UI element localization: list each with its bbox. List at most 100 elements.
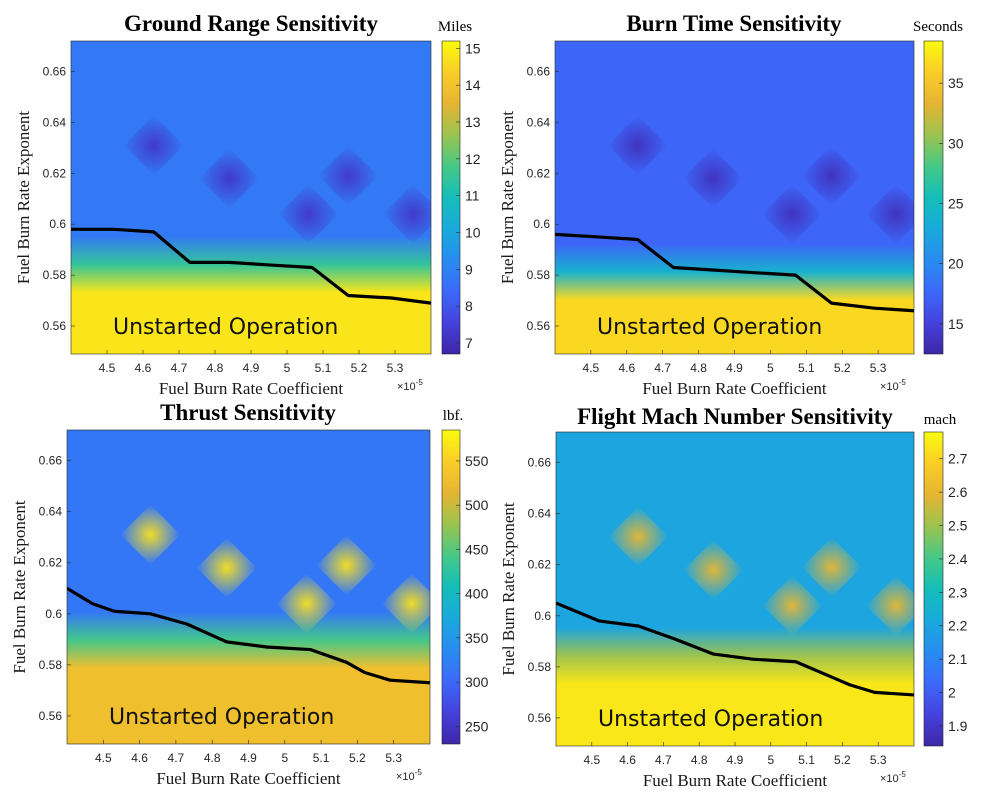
- x-tick-label: 5.3: [870, 753, 887, 767]
- x-tick-label: 4.8: [207, 361, 224, 375]
- x-exponent-base: ×10: [397, 381, 416, 393]
- unstart-boundary-line: [67, 586, 430, 685]
- colorbar-tick-label: 11: [465, 188, 480, 204]
- colorbar-tick-label: 2.3: [948, 584, 968, 600]
- colorbar-tick-label: 20: [948, 256, 964, 272]
- y-axis-label: Fuel Burn Rate Exponent: [499, 502, 518, 676]
- x-tick-label: 4.7: [171, 361, 188, 375]
- colorbar-tick-label: 550: [465, 453, 489, 469]
- y-tick-label: 0.56: [43, 319, 67, 333]
- colorbar-tick-label: 35: [948, 75, 964, 91]
- x-exponent-power: -5: [899, 770, 907, 779]
- heatmap-surface: [556, 432, 914, 746]
- colorbar-tick-label: 2.1: [948, 651, 968, 667]
- sensitivity-dip: [607, 115, 668, 176]
- sensitivity-dip: [801, 537, 862, 598]
- y-axis-label: Fuel Burn Rate Exponent: [498, 111, 517, 285]
- y-axis-label: Fuel Burn Rate Exponent: [14, 111, 33, 285]
- sensitivity-dip: [761, 184, 822, 245]
- sensitivity-dip: [276, 573, 337, 634]
- y-tick-label: 0.58: [43, 268, 67, 282]
- colorbar-tick-label: 15: [465, 40, 481, 56]
- colorbar-unit-label: lbf.: [443, 408, 463, 424]
- colorbar-unit-label: Seconds: [913, 19, 963, 35]
- x-tick-label: 4.6: [135, 361, 152, 375]
- sensitivity-dip: [278, 184, 339, 245]
- y-tick-label: 0.6: [49, 217, 66, 231]
- colorbar: [923, 40, 944, 355]
- y-tick-label: 0.6: [534, 609, 551, 623]
- colorbar-tick-label: 250: [465, 718, 489, 734]
- x-exponent-power: -5: [415, 768, 423, 777]
- x-tick-label: 5: [281, 751, 288, 765]
- x-tick-label: 5: [767, 753, 774, 767]
- colorbar-tick-label: 2: [948, 685, 956, 701]
- unstart-boundary-line: [556, 601, 914, 697]
- heatmap-surface: [67, 430, 430, 744]
- x-axis-label: Fuel Burn Rate Coefficient: [643, 771, 828, 790]
- y-tick-label: 0.6: [45, 607, 62, 621]
- x-tick-label: 4.7: [168, 751, 185, 765]
- colorbar: [441, 429, 461, 745]
- y-axis-label: Fuel Burn Rate Exponent: [10, 500, 29, 674]
- sensitivity-dip: [866, 184, 914, 245]
- y-tick-label: 0.62: [528, 558, 552, 572]
- colorbar-unit-label: mach: [924, 412, 957, 428]
- y-tick-label: 0.62: [39, 556, 63, 570]
- sensitivity-dip: [683, 539, 744, 600]
- panel-4: 4.5 4.6 4.7 4.8 4.9 5 5.1 5.2 5.3 0.56 0.58 0.6 0.62…: [499, 404, 968, 790]
- x-tick-label: 4.6: [131, 751, 148, 765]
- unstarted-operation-label: Unstarted Operation: [113, 315, 338, 340]
- chart-title: Ground Range Sensitivity: [124, 11, 378, 36]
- sensitivity-dip: [801, 145, 862, 206]
- sensitivity-dip: [608, 506, 669, 567]
- x-exponent-power: -5: [416, 378, 424, 387]
- sensitivity-dip: [682, 148, 743, 209]
- x-exponent-label: ×10-5: [880, 378, 906, 393]
- unstarted-operation-label: Unstarted Operation: [597, 315, 822, 340]
- x-exponent-base: ×10: [396, 771, 415, 783]
- x-axis-label: Fuel Burn Rate Coefficient: [156, 769, 341, 788]
- chart-title: Thrust Sensitivity: [160, 400, 336, 425]
- unstarted-operation-label: Unstarted Operation: [109, 705, 334, 730]
- x-tick-label: 5: [284, 361, 291, 375]
- panel-1: 4.5 4.6 4.7 4.8 4.9 5 5.1 5.2 5.3 0.56 0.58 0.6 0.62…: [14, 11, 481, 398]
- unstarted-operation-label: Unstarted Operation: [598, 707, 823, 732]
- x-tick-label: 5.3: [385, 751, 402, 765]
- colorbar: [923, 431, 944, 747]
- x-tick-label: 4.6: [618, 361, 635, 375]
- sensitivity-dip: [316, 535, 377, 596]
- colorbar-tick-label: 450: [465, 541, 489, 557]
- sensitivity-dip: [381, 573, 430, 634]
- x-exponent-base: ×10: [880, 381, 899, 393]
- colorbar-tick-label: 300: [465, 674, 489, 690]
- colorbar-tick-label: 2.5: [948, 518, 968, 534]
- colorbar-tick-label: 13: [465, 114, 481, 130]
- y-tick-label: 0.64: [39, 505, 63, 519]
- y-tick-label: 0.66: [528, 456, 552, 470]
- x-tick-label: 5.2: [351, 361, 368, 375]
- x-tick-label: 5.1: [315, 361, 332, 375]
- chart-title: Burn Time Sensitivity: [626, 11, 842, 36]
- y-tick-label: 0.58: [528, 660, 552, 674]
- colorbar-tick-label: 2.7: [948, 451, 968, 467]
- x-tick-label: 4.5: [583, 753, 600, 767]
- sensitivity-dip: [318, 145, 379, 206]
- colorbar-tick-label: 7: [465, 335, 473, 351]
- x-tick-label: 5.1: [798, 361, 815, 375]
- colorbar-tick-label: 15: [948, 316, 964, 332]
- colorbar-tick-label: 2.2: [948, 618, 968, 634]
- sensitivity-dip: [120, 504, 181, 565]
- heatmap-field: [555, 41, 914, 354]
- x-tick-label: 4.9: [727, 753, 744, 767]
- x-axis-label: Fuel Burn Rate Coefficient: [642, 379, 827, 398]
- x-tick-label: 4.9: [726, 361, 743, 375]
- x-tick-label: 4.7: [655, 753, 672, 767]
- colorbar-tick-label: 500: [465, 497, 489, 513]
- heatmap-field: [67, 430, 430, 744]
- heatmap-field: [556, 432, 914, 746]
- x-tick-label: 4.5: [583, 361, 600, 375]
- colorbar-tick-label: 14: [465, 77, 481, 93]
- colorbar-tick-label: 12: [465, 151, 481, 167]
- y-tick-label: 0.56: [527, 319, 551, 333]
